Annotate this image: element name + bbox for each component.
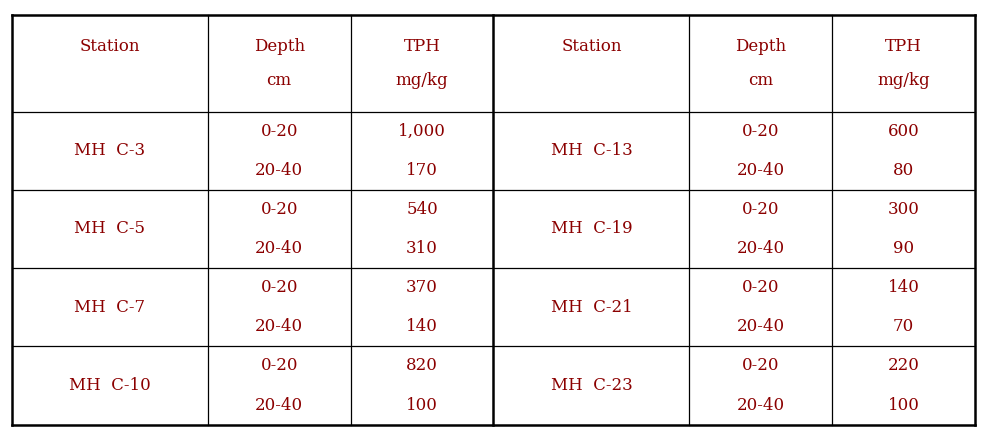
Text: 310: 310 — [405, 240, 438, 257]
Text: Depth: Depth — [253, 38, 305, 55]
Text: 20-40: 20-40 — [736, 396, 784, 414]
Text: 0-20: 0-20 — [741, 123, 779, 139]
Text: 20-40: 20-40 — [736, 240, 784, 257]
Text: 540: 540 — [406, 201, 438, 218]
Text: TPH: TPH — [884, 38, 921, 55]
Text: 20-40: 20-40 — [254, 162, 303, 179]
Text: 0-20: 0-20 — [260, 279, 298, 296]
Text: MH  C-19: MH C-19 — [550, 220, 632, 238]
Text: 820: 820 — [405, 357, 438, 374]
Text: 0-20: 0-20 — [741, 357, 779, 374]
Text: 220: 220 — [886, 357, 919, 374]
Text: MH  C-7: MH C-7 — [74, 299, 145, 316]
Text: mg/kg: mg/kg — [395, 72, 448, 89]
Text: 20-40: 20-40 — [736, 318, 784, 335]
Text: 20-40: 20-40 — [254, 318, 303, 335]
Text: 140: 140 — [886, 279, 919, 296]
Text: 1,000: 1,000 — [397, 123, 446, 139]
Text: 80: 80 — [892, 162, 913, 179]
Text: 600: 600 — [887, 123, 919, 139]
Text: MH  C-21: MH C-21 — [550, 299, 632, 316]
Text: 0-20: 0-20 — [741, 279, 779, 296]
Text: 0-20: 0-20 — [741, 201, 779, 218]
Text: 0-20: 0-20 — [260, 201, 298, 218]
Text: 20-40: 20-40 — [254, 396, 303, 414]
Text: MH  C-23: MH C-23 — [550, 377, 632, 394]
Text: TPH: TPH — [403, 38, 440, 55]
Text: 0-20: 0-20 — [260, 123, 298, 139]
Text: MH  C-10: MH C-10 — [69, 377, 151, 394]
Text: 140: 140 — [405, 318, 438, 335]
Text: MH  C-3: MH C-3 — [74, 142, 145, 159]
Text: 170: 170 — [405, 162, 438, 179]
Text: 20-40: 20-40 — [736, 162, 784, 179]
Text: MH  C-5: MH C-5 — [74, 220, 145, 238]
Text: Station: Station — [561, 38, 621, 55]
Text: 70: 70 — [892, 318, 913, 335]
Text: cm: cm — [747, 72, 773, 89]
Text: 100: 100 — [405, 396, 438, 414]
Text: Station: Station — [80, 38, 140, 55]
Text: mg/kg: mg/kg — [877, 72, 929, 89]
Text: 20-40: 20-40 — [254, 240, 303, 257]
Text: 100: 100 — [886, 396, 919, 414]
Text: 370: 370 — [405, 279, 438, 296]
Text: Depth: Depth — [735, 38, 786, 55]
Text: 0-20: 0-20 — [260, 357, 298, 374]
Text: MH  C-13: MH C-13 — [550, 142, 632, 159]
Text: cm: cm — [266, 72, 292, 89]
Text: 300: 300 — [886, 201, 919, 218]
Text: 90: 90 — [892, 240, 913, 257]
